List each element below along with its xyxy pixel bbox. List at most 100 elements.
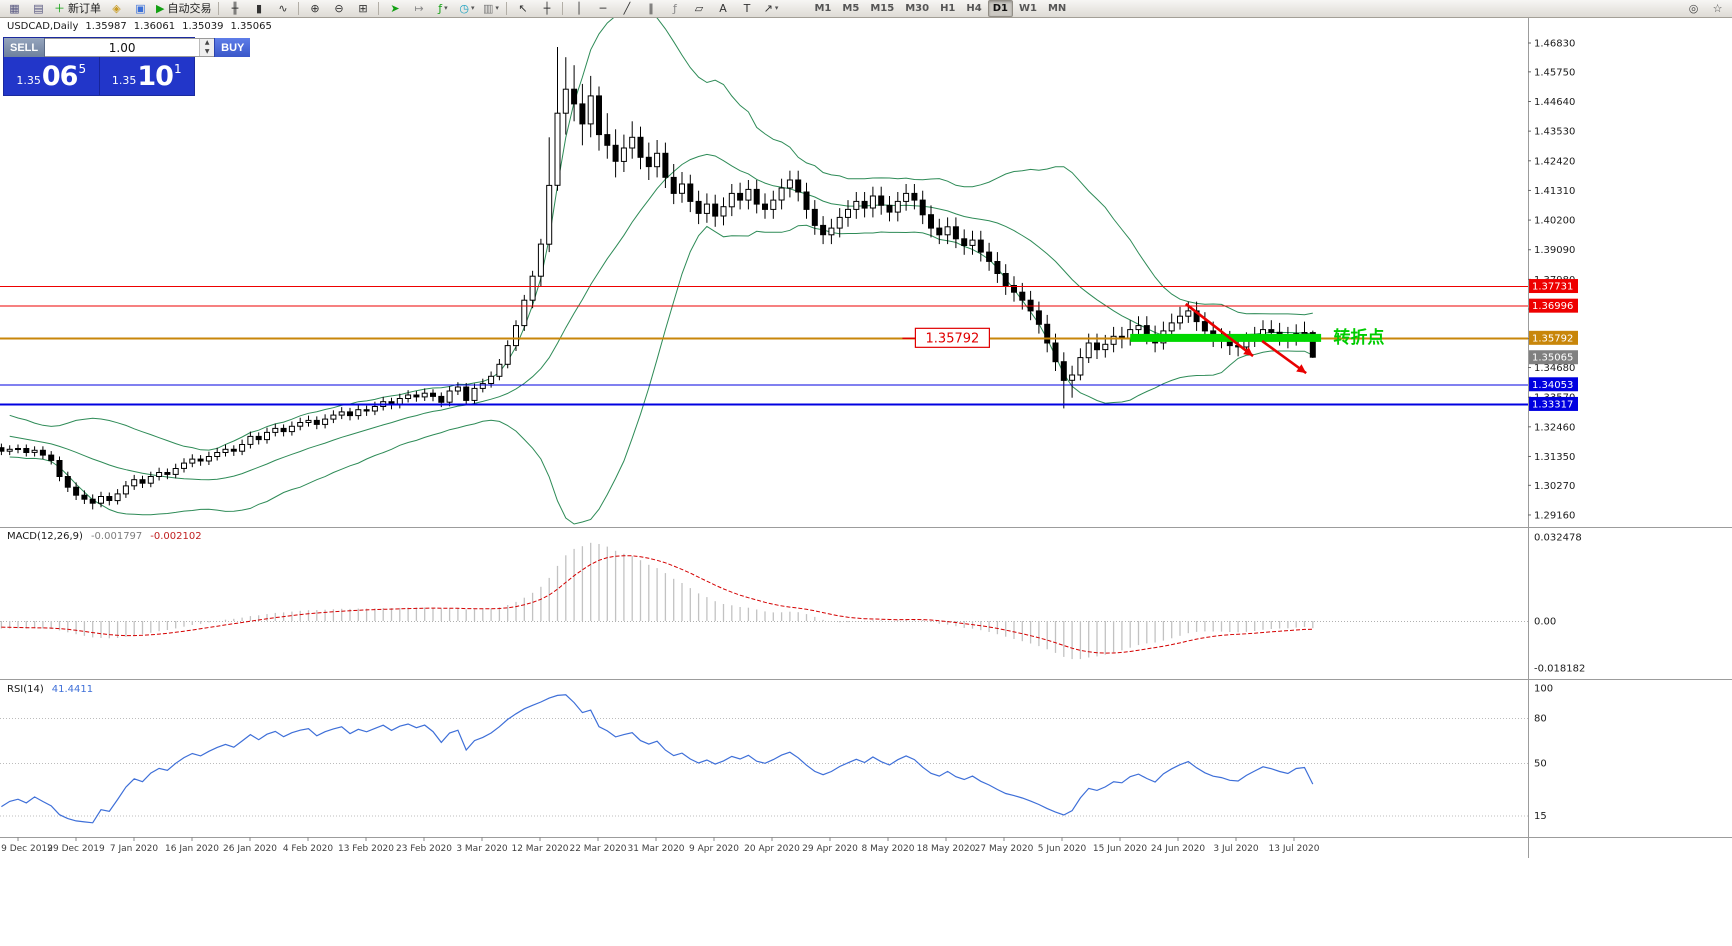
macd-scale-label: 0.00: [1534, 617, 1556, 628]
macd-panel[interactable]: [0, 542, 1528, 660]
bull-candle: [156, 472, 163, 477]
timeframes-icon-dropdown-icon[interactable]: ▾: [471, 4, 475, 12]
vertical-line-icon: │: [575, 2, 583, 15]
timeframe-d1-button[interactable]: D1: [987, 0, 1013, 17]
line-chart-icon-button[interactable]: ∿: [271, 0, 294, 17]
channel-icon-button[interactable]: ∥: [639, 0, 662, 17]
ohlc-close: 1.35065: [230, 21, 272, 32]
horizontal-line-icon: ─: [599, 2, 607, 15]
templates-icon-button[interactable]: ▥ ▾: [479, 0, 502, 17]
terminal-icon: ▣: [135, 2, 146, 15]
pivot-zone-label[interactable]: 转折点: [1333, 327, 1384, 348]
tile-windows-icon-button[interactable]: ⊞: [351, 0, 374, 17]
chart-shift-icon-button[interactable]: ↦: [407, 0, 430, 17]
toolbar-separator: [218, 2, 220, 15]
autotrading-button[interactable]: ▶ 自动交易: [153, 0, 214, 17]
rsi-scale-label: 15: [1534, 811, 1547, 822]
main-chart-panel[interactable]: 转折点 1.35792: [0, 6, 1528, 525]
bull-candle: [562, 88, 569, 114]
bull-candle: [131, 479, 138, 487]
pivot-zone-rect[interactable]: [1130, 333, 1322, 342]
candlestick-chart-icon-button[interactable]: ▮: [247, 0, 270, 17]
text-icon: A: [719, 2, 727, 15]
red-arrow-1[interactable]: [1185, 302, 1254, 358]
market-watch-icon: ▤: [33, 2, 44, 15]
timeframe-m30-button[interactable]: M30: [905, 3, 930, 14]
search-button[interactable]: ◎: [1682, 0, 1705, 17]
volume-down-icon[interactable]: ▼: [200, 47, 215, 56]
horizontal-line-icon-button[interactable]: ─: [591, 0, 614, 17]
bull-candle: [728, 192, 735, 208]
fibonacci-icon-button[interactable]: ƒ: [663, 0, 686, 17]
bull-candle: [322, 418, 329, 425]
sell-button[interactable]: SELL: [4, 38, 46, 57]
indicators-add-icon-button[interactable]: ƒ ▾: [431, 0, 454, 17]
price-callout[interactable]: 1.35792: [902, 327, 991, 348]
cursor-icon-button[interactable]: ↖: [511, 0, 534, 17]
arrows-icon-button[interactable]: ↗ ▾: [759, 0, 782, 17]
bull-candle: [446, 390, 453, 403]
price-scale[interactable]: 1.46830 1.45750 1.44640 1.43530 1.42420 1.413…: [1528, 39, 1585, 823]
date-label: 15 Jun 2020: [1093, 844, 1147, 854]
favorites-button[interactable]: ☆: [1706, 0, 1729, 17]
crosshair-icon-button[interactable]: ┼: [535, 0, 558, 17]
timeframes-icon-button[interactable]: ◷ ▾: [455, 0, 478, 17]
charts-group-icon-button[interactable]: ▦: [3, 0, 26, 17]
shapes-icon-button[interactable]: ▱: [687, 0, 710, 17]
bear-candle: [1035, 310, 1042, 325]
bear-candle: [986, 251, 993, 262]
buy-button[interactable]: BUY: [214, 38, 251, 57]
indicators-add-icon: ƒ: [438, 2, 443, 15]
volume-input[interactable]: [45, 39, 200, 56]
market-watch-icon-button[interactable]: ▤: [27, 0, 50, 17]
timeframe-h1-button[interactable]: H1: [940, 3, 956, 14]
main-toolbar: ▦ ▤ ＋新订单 ◈ ▣ ▶ 自动交易 ╫ ▮ ∿ ⊕ ⊖ ⊞ ➤ ↦ ƒ ▾ ◷ ▾ ▥ ▾ ↖ ┼ │ ─ ╱ ∥ ƒ ▱ A T ↗ ▾ M…: [0, 0, 1732, 18]
rsi-panel[interactable]: [0, 694, 1528, 824]
bar-chart-icon: ╫: [231, 2, 239, 15]
bull-candle: [264, 431, 270, 441]
bear-candle: [255, 435, 262, 441]
bear-candle: [363, 409, 370, 412]
bar-chart-icon-button[interactable]: ╫: [223, 0, 246, 17]
bull-candle: [845, 208, 851, 218]
bear-candle: [48, 454, 55, 461]
label-icon-button[interactable]: T: [735, 0, 758, 17]
zoom-in-icon-button[interactable]: ⊕: [303, 0, 326, 17]
sell-price-display[interactable]: 1.35 06 5: [4, 57, 100, 95]
indicators-add-icon-dropdown-icon[interactable]: ▾: [444, 4, 448, 12]
red-arrow-2[interactable]: [1261, 340, 1307, 375]
volume-up-icon[interactable]: ▲: [200, 39, 215, 48]
bear-candle: [313, 419, 320, 425]
timeframe-m5-button[interactable]: M5: [842, 3, 860, 14]
buy-price-display[interactable]: 1.35 10 1: [100, 57, 195, 95]
templates-icon-dropdown-icon[interactable]: ▾: [495, 4, 499, 12]
timeframe-mn-button[interactable]: MN: [1047, 3, 1067, 14]
bear-candle: [56, 460, 63, 477]
bull-candle: [288, 425, 295, 433]
bear-candle: [637, 136, 644, 158]
bull-candle: [471, 387, 478, 401]
timeframe-w1-button[interactable]: W1: [1018, 3, 1037, 14]
tile-windows-icon: ⊞: [358, 2, 368, 15]
bull-candle: [944, 226, 951, 236]
date-label: 9 Apr 2020: [689, 844, 739, 854]
new-order-button[interactable]: ＋新订单: [51, 0, 104, 17]
timeframe-h4-button[interactable]: H4: [966, 3, 982, 14]
price-tick-label: 1.30270: [1534, 481, 1575, 492]
arrows-icon-dropdown-icon[interactable]: ▾: [774, 4, 779, 12]
timeframe-m15-button[interactable]: M15: [870, 3, 895, 14]
macd-signal-line: [1, 555, 1313, 654]
candlesticks: [0, 47, 1316, 510]
timeframe-m1-button[interactable]: M1: [814, 3, 832, 14]
navigator-icon-button[interactable]: ◈: [105, 0, 128, 17]
vertical-line-icon-button[interactable]: │: [567, 0, 590, 17]
auto-scroll-icon-button[interactable]: ➤: [383, 0, 406, 17]
bear-candle: [230, 448, 237, 452]
text-icon-button[interactable]: A: [711, 0, 734, 17]
terminal-icon-button[interactable]: ▣: [129, 0, 152, 17]
trendline-icon-button[interactable]: ╱: [615, 0, 638, 17]
bull-candle: [181, 462, 187, 469]
zoom-out-icon-button[interactable]: ⊖: [327, 0, 350, 17]
